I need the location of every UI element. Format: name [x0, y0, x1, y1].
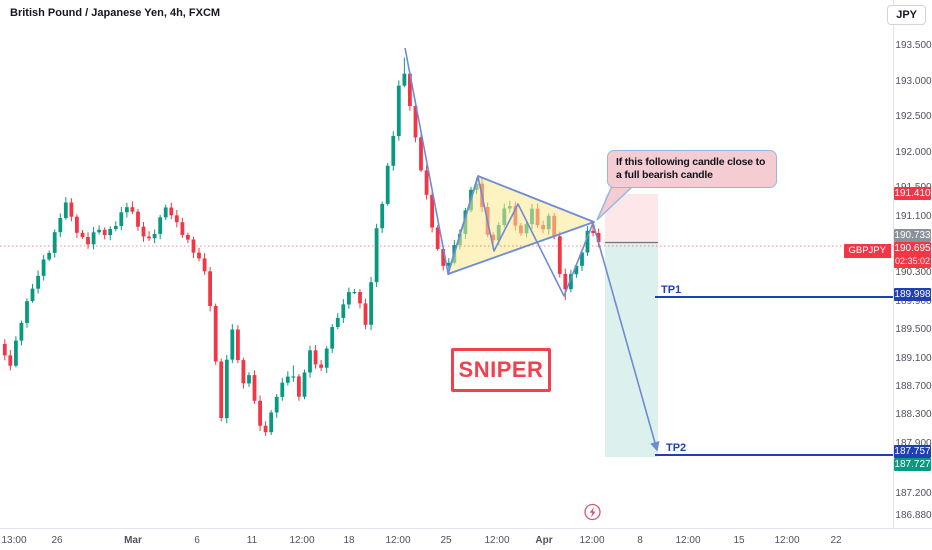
- time-tick: 22: [830, 535, 842, 546]
- tp1-price-label: 189.998: [894, 288, 931, 301]
- last-price-label: 190.695 02:35:02: [894, 242, 931, 268]
- target-price-label: 187.727: [894, 458, 931, 471]
- time-tick: 13:00: [1, 535, 27, 546]
- time-tick: 18: [343, 535, 355, 546]
- time-tick: 6: [194, 535, 200, 546]
- symbol-tag: GBPJPY: [843, 244, 892, 258]
- currency-toggle-button[interactable]: JPY: [887, 5, 926, 25]
- time-tick: 25: [440, 535, 452, 546]
- last-price-value: 190.695: [894, 243, 931, 254]
- time-tick: 12:00: [289, 535, 315, 546]
- time-tick: Apr: [535, 535, 553, 546]
- price-tick: 189.900: [895, 295, 932, 307]
- tp1-line-label[interactable]: TP1: [661, 284, 682, 296]
- price-tick: 192.000: [895, 146, 932, 158]
- time-tick: 26: [51, 535, 63, 546]
- price-tick: 186.880: [895, 510, 932, 522]
- price-tick: 193.000: [895, 75, 932, 87]
- time-tick: 11: [246, 535, 258, 546]
- lightning-event-marker-icon[interactable]: [584, 503, 601, 521]
- sniper-label: SNIPER: [458, 357, 544, 382]
- price-tick: 191.100: [895, 210, 932, 222]
- bar-countdown: 02:35:02: [894, 256, 931, 266]
- stop-loss-price-label: 191.410: [894, 187, 931, 200]
- price-tick: 189.100: [895, 352, 932, 364]
- time-tick: 12:00: [579, 535, 605, 546]
- price-tick: 190.300: [895, 267, 932, 279]
- time-tick: Mar: [124, 535, 142, 546]
- wave-zigzag-projection[interactable]: [404, 47, 660, 452]
- price-tick: 193.500: [895, 40, 932, 52]
- sniper-text-box[interactable]: SNIPER: [451, 348, 551, 392]
- price-tick: 188.700: [895, 381, 932, 392]
- time-axis[interactable]: 13:00 26 Mar 6 11 12:00 18 12:00 25 12:00 Apr 12:00…: [0, 528, 932, 550]
- symbol-title: British Pound / Japanese Yen, 4h, FXCM: [10, 7, 221, 19]
- time-tick: 15: [733, 535, 745, 546]
- time-tick: 12:00: [675, 535, 701, 546]
- time-tick: 12:00: [385, 535, 411, 546]
- price-tick: 187.200: [895, 487, 932, 499]
- time-tick: 12:00: [484, 535, 510, 546]
- callout-text-line1: If this following candle close to: [616, 156, 766, 168]
- time-tick: 8: [637, 535, 643, 546]
- entry-price-label: 190.733: [894, 229, 931, 242]
- price-tick: 188.300: [895, 409, 932, 421]
- callout-text-line2: a full bearish candle: [616, 169, 713, 181]
- tp2-price-label: 187.757: [894, 445, 931, 458]
- price-tick: 187.900: [895, 437, 932, 449]
- tp2-line-label[interactable]: TP2: [666, 442, 687, 454]
- price-tick: 189.500: [895, 324, 932, 336]
- time-tick: 12:00: [774, 535, 800, 546]
- price-tick: 192.500: [895, 111, 932, 123]
- callout-note[interactable]: If this following candle close to a full…: [607, 150, 777, 188]
